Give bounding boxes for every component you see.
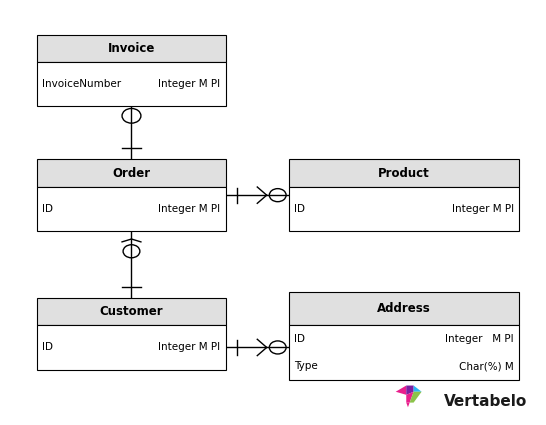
Bar	[37, 35, 226, 62]
Text: ID: ID	[294, 334, 305, 344]
Bar	[37, 62, 226, 106]
Polygon shape	[406, 402, 410, 407]
Polygon shape	[406, 392, 414, 402]
Text: Integer M PI: Integer M PI	[158, 204, 221, 214]
Text: Invoice: Invoice	[108, 42, 155, 55]
Bar	[289, 326, 519, 380]
Bar	[289, 159, 519, 187]
Text: Vertabelo: Vertabelo	[444, 394, 527, 409]
Bar	[37, 325, 226, 370]
Text: Type: Type	[294, 361, 318, 371]
Polygon shape	[406, 385, 414, 395]
Text: Product: Product	[378, 167, 430, 179]
Text: Integer M PI: Integer M PI	[158, 343, 221, 352]
Bar	[37, 298, 226, 325]
Text: InvoiceNumber: InvoiceNumber	[43, 79, 122, 89]
Text: Address: Address	[377, 302, 431, 315]
Text: Integer   M PI: Integer M PI	[446, 334, 514, 344]
Bar	[289, 292, 519, 326]
Text: ID: ID	[43, 204, 54, 214]
Text: Integer M PI: Integer M PI	[452, 204, 514, 214]
Text: ID: ID	[43, 343, 54, 352]
Text: ID: ID	[294, 204, 305, 214]
Text: Customer: Customer	[100, 305, 163, 318]
Bar	[37, 159, 226, 187]
Bar	[37, 187, 226, 231]
Bar	[289, 187, 519, 231]
Polygon shape	[414, 385, 422, 392]
Text: Integer M PI: Integer M PI	[158, 79, 221, 89]
Text: Char(%) M: Char(%) M	[459, 361, 514, 371]
Polygon shape	[396, 385, 406, 395]
Polygon shape	[410, 392, 422, 402]
Text: Order: Order	[112, 167, 151, 179]
